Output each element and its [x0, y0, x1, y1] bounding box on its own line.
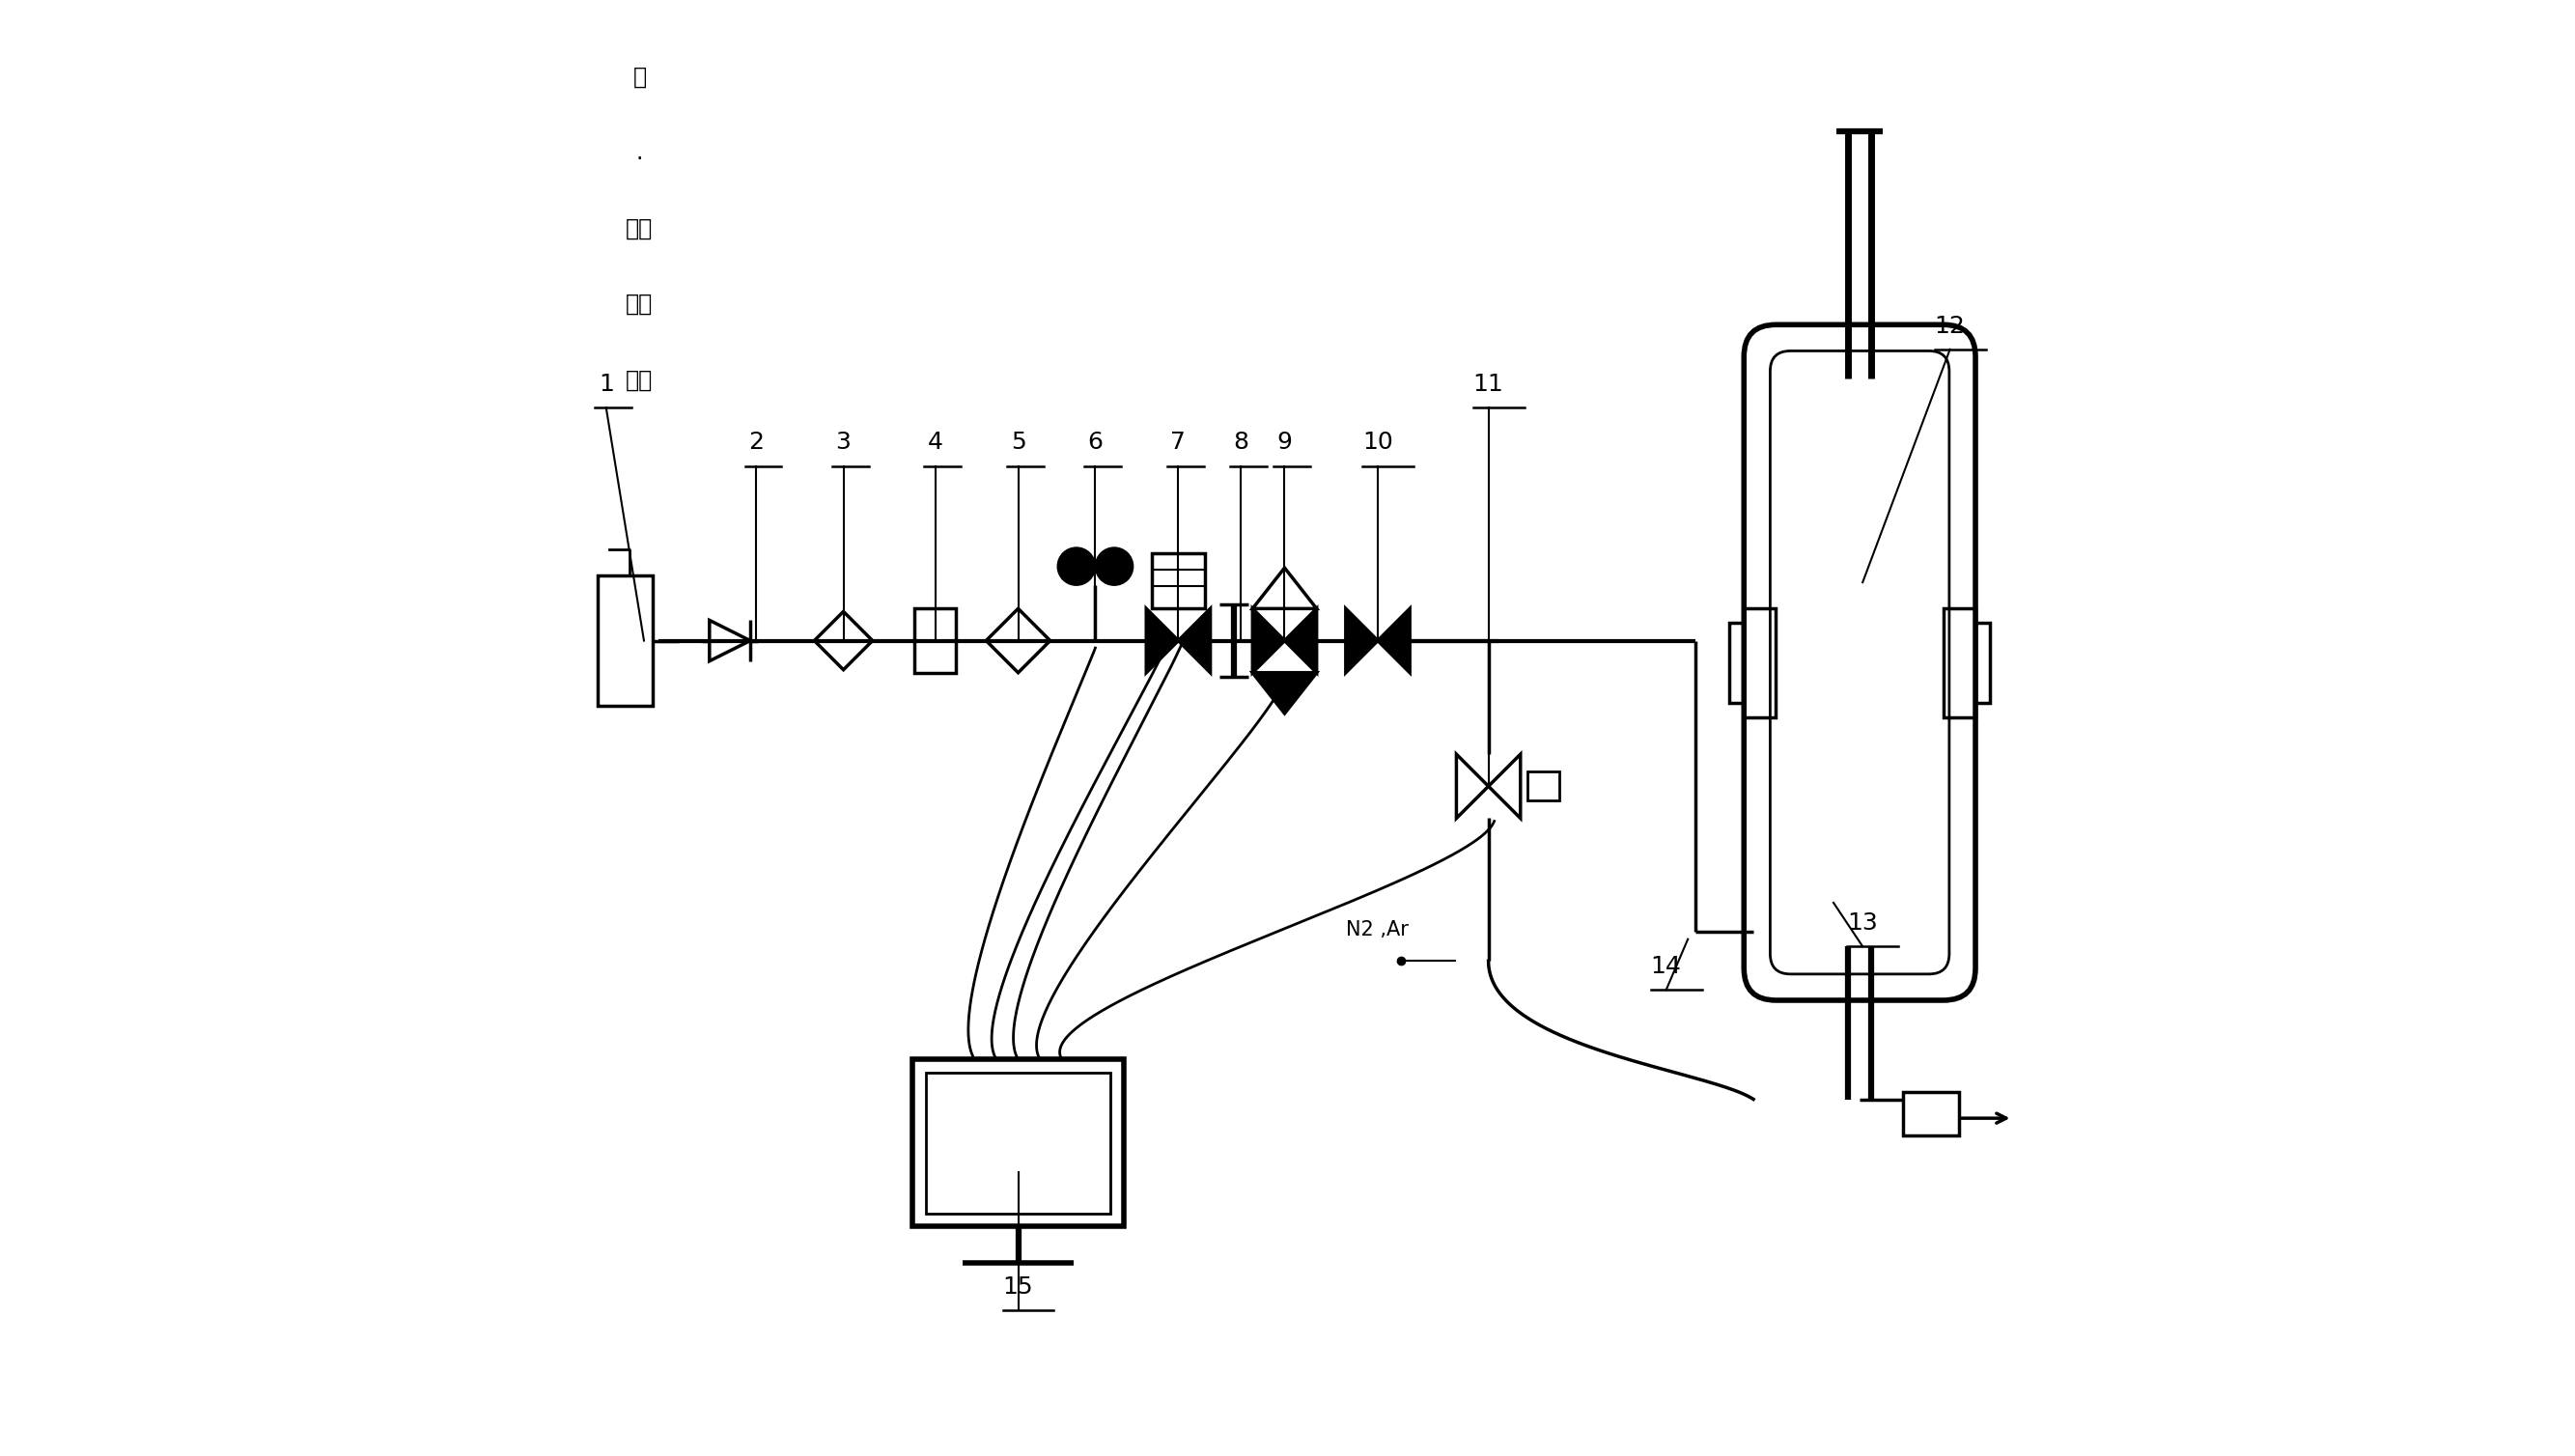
Text: 3: 3: [837, 431, 852, 454]
Polygon shape: [1146, 609, 1179, 673]
Polygon shape: [1347, 609, 1378, 673]
Bar: [1730, 623, 1743, 702]
Text: 7: 7: [1172, 431, 1187, 454]
Text: 10: 10: [1362, 431, 1393, 454]
Bar: [597, 575, 651, 706]
Bar: [912, 1060, 1123, 1226]
Polygon shape: [1251, 673, 1316, 713]
Polygon shape: [1285, 609, 1316, 673]
Text: 13: 13: [1846, 911, 1877, 935]
Text: 4: 4: [927, 431, 942, 454]
Text: N2 ,Ar: N2 ,Ar: [1347, 920, 1409, 939]
Text: 15: 15: [1002, 1275, 1033, 1299]
Bar: [1975, 623, 1990, 702]
Text: 11: 11: [1473, 373, 1504, 396]
Bar: [1527, 772, 1560, 801]
Bar: [914, 607, 955, 673]
Text: 底吹: 底吹: [626, 217, 654, 240]
Bar: [1903, 1092, 1960, 1136]
Text: 12: 12: [1934, 314, 1965, 338]
Bar: [1743, 609, 1777, 716]
Text: 8: 8: [1233, 431, 1249, 454]
Text: 5: 5: [1009, 431, 1025, 454]
Text: 2: 2: [749, 431, 765, 454]
Text: 图: 图: [633, 66, 646, 89]
Bar: [1151, 553, 1205, 609]
Text: 元件: 元件: [626, 368, 654, 392]
Text: 14: 14: [1651, 955, 1681, 978]
Polygon shape: [1179, 609, 1210, 673]
Bar: [1944, 609, 1975, 716]
Bar: [924, 1072, 1110, 1214]
Circle shape: [1058, 547, 1094, 585]
Circle shape: [1094, 547, 1133, 585]
Text: 6: 6: [1087, 431, 1102, 454]
Polygon shape: [1378, 609, 1409, 673]
Text: 1: 1: [597, 373, 613, 396]
Text: .: .: [636, 141, 644, 165]
Polygon shape: [1251, 609, 1285, 673]
Text: 供气: 供气: [626, 293, 654, 316]
Text: 9: 9: [1277, 431, 1293, 454]
